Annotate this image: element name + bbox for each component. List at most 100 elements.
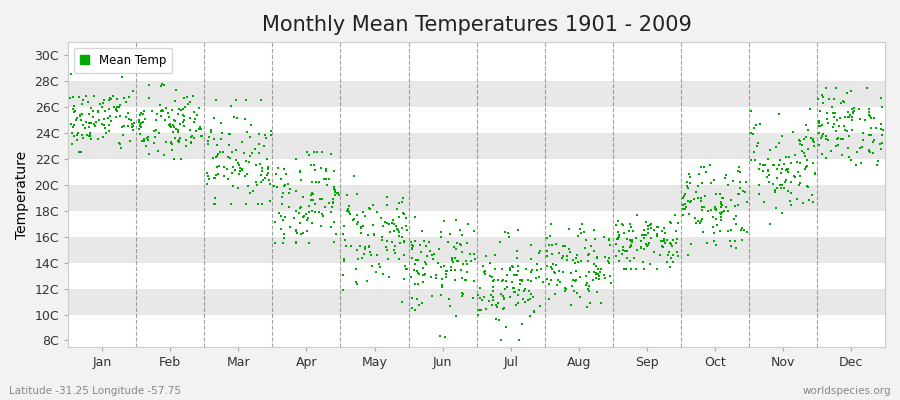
Point	[107, 104, 122, 110]
Point	[483, 291, 498, 298]
Point	[544, 277, 558, 283]
Point	[405, 255, 419, 261]
Point	[418, 243, 433, 249]
Point	[831, 135, 845, 141]
Point	[221, 142, 236, 148]
Point	[472, 307, 486, 314]
Point	[763, 146, 778, 153]
Point	[491, 277, 506, 283]
Point	[680, 179, 695, 185]
Point	[81, 120, 95, 126]
Point	[194, 126, 209, 132]
Point	[380, 220, 394, 226]
Point	[842, 154, 857, 160]
Point	[486, 278, 500, 284]
Point	[235, 139, 249, 145]
Point	[220, 166, 234, 173]
Point	[300, 149, 314, 156]
Point	[339, 192, 354, 198]
Point	[187, 109, 202, 115]
Point	[257, 132, 272, 138]
Point	[302, 151, 316, 158]
Point	[292, 220, 307, 226]
Point	[223, 155, 238, 161]
Point	[316, 213, 330, 219]
Point	[644, 221, 658, 227]
Point	[165, 107, 179, 113]
Point	[77, 124, 92, 131]
Point	[395, 199, 410, 206]
Point	[729, 245, 743, 252]
Point	[510, 292, 525, 298]
Point	[151, 147, 166, 154]
Point	[855, 129, 869, 136]
Point	[405, 295, 419, 301]
Point	[238, 116, 252, 122]
Point	[382, 221, 396, 228]
Point	[694, 164, 708, 170]
Point	[245, 150, 259, 156]
Point	[724, 227, 738, 233]
Point	[678, 191, 692, 197]
Point	[748, 157, 762, 164]
Point	[186, 119, 201, 125]
Point	[276, 235, 291, 241]
Point	[149, 111, 164, 117]
Point	[460, 269, 474, 276]
Point	[615, 221, 629, 227]
Point	[601, 258, 616, 265]
Point	[410, 280, 425, 287]
Point	[140, 137, 155, 144]
Point	[698, 168, 713, 175]
Point	[109, 106, 123, 113]
Point	[164, 124, 178, 130]
Point	[139, 143, 153, 149]
Point	[163, 123, 177, 129]
Point	[308, 209, 322, 215]
Point	[248, 146, 262, 152]
Point	[540, 253, 554, 260]
Point	[289, 240, 303, 246]
Point	[315, 149, 329, 156]
Point	[551, 277, 565, 283]
Point	[254, 179, 268, 186]
Point	[571, 252, 585, 258]
Point	[609, 222, 624, 228]
Point	[727, 215, 742, 222]
Bar	[68, 211, 885, 237]
Point	[849, 162, 863, 168]
Point	[731, 191, 745, 198]
Point	[84, 120, 98, 126]
Point	[252, 150, 266, 156]
Point	[680, 185, 695, 191]
Point	[846, 109, 860, 116]
Point	[862, 132, 877, 138]
Point	[194, 133, 208, 140]
Point	[723, 238, 737, 244]
Point	[453, 227, 467, 233]
Point	[328, 192, 342, 198]
Point	[269, 170, 284, 177]
Point	[842, 112, 857, 118]
Point	[110, 108, 124, 115]
Point	[239, 201, 254, 208]
Point	[712, 210, 726, 216]
Point	[623, 258, 637, 264]
Point	[366, 231, 381, 237]
Point	[324, 224, 338, 230]
Point	[86, 93, 101, 100]
Point	[505, 263, 519, 269]
Point	[136, 118, 150, 125]
Point	[488, 252, 502, 258]
Point	[477, 269, 491, 276]
Point	[492, 317, 507, 323]
Point	[506, 284, 520, 291]
Point	[862, 147, 877, 153]
Point	[411, 270, 426, 276]
Point	[508, 289, 522, 296]
Point	[861, 109, 876, 115]
Point	[695, 180, 709, 186]
Point	[630, 212, 644, 218]
Point	[841, 89, 855, 96]
Point	[309, 179, 323, 185]
